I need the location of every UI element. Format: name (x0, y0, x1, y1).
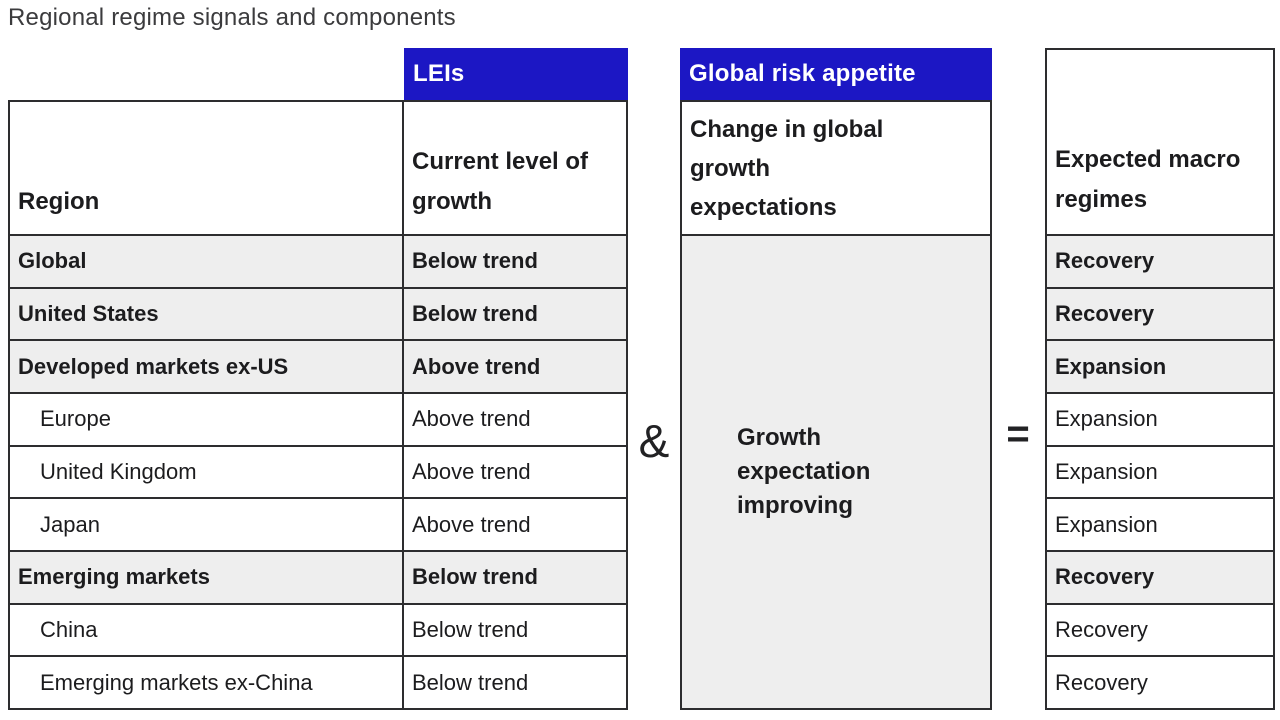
expected-regimes-column: Expected macro regimes Recovery Recovery E… (1045, 48, 1275, 710)
regimes-column-header-label: Expected macro regimes (1055, 146, 1241, 213)
region-growth-table-body: Global Below trend United States Below tren… (10, 236, 626, 709)
region-cell: United Kingdom (10, 446, 404, 498)
region-cell: Developed markets ex-US (10, 341, 404, 393)
risk-column-value-label: Growth expectation improving (737, 424, 871, 519)
regime-row: Expansion (1047, 341, 1273, 395)
region-growth-table: Region Current level of growth Global Bel… (8, 100, 628, 710)
regime-row: Recovery (1047, 605, 1273, 658)
table-row: United Kingdom Above trend (10, 446, 626, 500)
ampersand-operator: & (638, 415, 670, 467)
region-cell: United States (10, 288, 404, 340)
region-cell: Global (10, 236, 404, 287)
growth-cell: Below trend (412, 669, 529, 695)
table-row: China Below trend (10, 604, 626, 658)
table-row: Europe Above trend (10, 394, 626, 447)
risk-column-header: Change in global growth expectations (680, 100, 992, 236)
regime-row: Recovery (1047, 236, 1273, 289)
regime-row: Recovery (1047, 288, 1273, 342)
regime-row: Expansion (1047, 394, 1273, 447)
global-risk-appetite-header-badge: Global risk appetite (680, 48, 992, 100)
leis-header-badge: LEIs (404, 48, 628, 100)
regime-row: Expansion (1047, 447, 1273, 500)
table-row: Japan Above trend (10, 499, 626, 553)
equals-operator: = (1006, 412, 1030, 456)
region-cell: Europe (10, 394, 404, 445)
region-cell: China (10, 604, 404, 656)
risk-column-header-label: Change in global growth expectations (690, 115, 884, 221)
growth-cell: Above trend (412, 511, 531, 537)
growth-column-header: Current level of growth (412, 148, 589, 215)
growth-cell: Above trend (412, 459, 531, 485)
growth-cell: Above trend (412, 406, 531, 432)
figure-title: Regional regime signals and components (8, 4, 456, 31)
growth-cell: Below trend (412, 564, 538, 590)
region-cell: Japan (10, 499, 404, 551)
region-cell: Emerging markets ex-China (10, 657, 404, 709)
region-growth-table-header: Region Current level of growth (10, 102, 626, 236)
region-cell: Emerging markets (10, 552, 404, 603)
region-column-header: Region (10, 102, 404, 234)
regimes-column-header: Expected macro regimes (1047, 50, 1273, 236)
regimes-column-body: Recovery Recovery Expansion Expansion Expans… (1047, 236, 1273, 708)
table-row: Developed markets ex-US Above trend (10, 341, 626, 395)
table-row: Global Below trend (10, 236, 626, 289)
table-row: Emerging markets Below trend (10, 552, 626, 605)
risk-column-value-cell: Growth expectation improving (680, 236, 992, 710)
regime-row: Recovery (1047, 552, 1273, 605)
growth-cell: Below trend (412, 617, 529, 643)
growth-cell: Below trend (412, 248, 538, 274)
table-row: Emerging markets ex-China Below trend (10, 657, 626, 709)
regime-row: Recovery (1055, 669, 1148, 695)
growth-cell: Below trend (412, 301, 538, 326)
table-row: United States Below trend (10, 288, 626, 342)
growth-cell: Above trend (412, 353, 541, 379)
regime-row: Expansion (1047, 499, 1273, 553)
